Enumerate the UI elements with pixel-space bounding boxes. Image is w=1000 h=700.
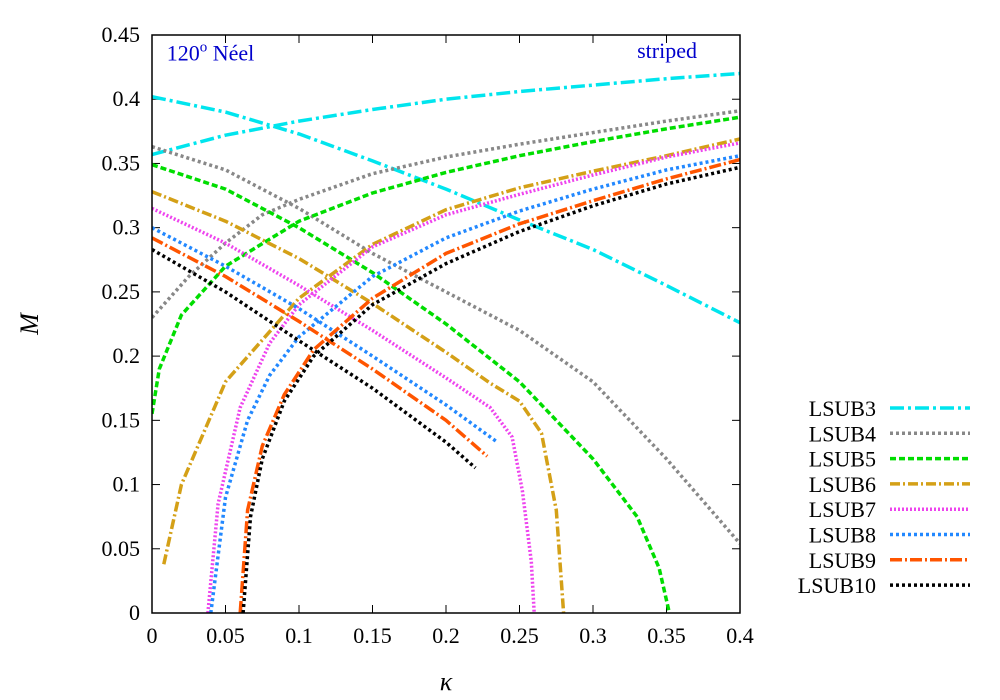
x-tick-label: 0.3 [579, 623, 607, 648]
legend-item-lsub6: LSUB6 [809, 472, 970, 497]
y-tick-label: 0.3 [113, 215, 141, 240]
series-line-lsub5-branch-1 [152, 163, 672, 613]
y-tick-label: 0 [129, 600, 140, 625]
legend-item-lsub7: LSUB7 [809, 497, 970, 522]
series-line-lsub9-branch-1 [152, 236, 489, 458]
y-tick-label: 0.45 [102, 22, 141, 47]
y-tick-label: 0.2 [113, 343, 141, 368]
series-line-lsub7-branch-1 [152, 206, 536, 613]
legend-item-lsub8: LSUB8 [809, 523, 970, 548]
series-line-lsub8-branch-2 [209, 153, 740, 613]
legend-item-lsub10: LSUB10 [798, 573, 970, 598]
series-line-lsub8-branch-1 [152, 226, 499, 444]
x-tick-label: 0.1 [285, 623, 313, 648]
series-lsub4 [152, 109, 740, 545]
x-tick-labels: 0 0.05 0.1 0.15 0.2 0.25 0.3 0.35 0.4 [147, 623, 754, 648]
plot-frame [151, 34, 741, 614]
series-lsub8 [152, 153, 740, 613]
x-tick-label: 0.2 [432, 623, 460, 648]
legend-label: LSUB3 [809, 396, 876, 421]
y-tick-label: 0.35 [102, 150, 141, 175]
series-line-lsub3-branch-2 [152, 71, 740, 157]
x-tick-label: 0.35 [647, 623, 686, 648]
y-tick-label: 0.1 [113, 472, 141, 497]
legend: LSUB3LSUB4LSUB5LSUB6LSUB7LSUB8LSUB9LSUB1… [798, 396, 970, 598]
y-tick-label: 0.05 [102, 536, 141, 561]
y-tick-label: 0.15 [102, 407, 141, 432]
series-line-lsub5-branch-2 [152, 115, 740, 415]
series-lsub7 [152, 141, 740, 613]
legend-label: LSUB7 [809, 497, 876, 522]
series-line-lsub10-branch-2 [241, 165, 740, 613]
legend-label: LSUB10 [798, 573, 876, 598]
legend-label: LSUB4 [809, 421, 876, 446]
legend-label: LSUB5 [809, 447, 876, 472]
series-line-lsub6-branch-1 [152, 190, 566, 613]
series-lsub3 [152, 71, 740, 325]
series-line-lsub10-branch-1 [152, 247, 477, 470]
y-tick-labels: 0 0.05 0.1 0.15 0.2 0.25 0.3 0.35 0.4 0.45 [102, 22, 141, 625]
legend-item-lsub5: LSUB5 [809, 447, 970, 472]
series-lsub9 [152, 157, 740, 613]
legend-label: LSUB6 [809, 472, 876, 497]
x-tick-label: 0.05 [206, 623, 245, 648]
x-axis-title: κ [440, 667, 453, 696]
series-line-lsub3-branch-1 [152, 94, 740, 325]
legend-label: LSUB9 [809, 548, 876, 573]
annotation-striped: striped [637, 38, 697, 63]
x-tick-label: 0.4 [726, 623, 754, 648]
series-group [152, 71, 740, 613]
y-axis-title: M [15, 312, 44, 336]
series-line-lsub9-branch-2 [238, 157, 740, 613]
legend-item-lsub9: LSUB9 [809, 548, 970, 573]
annotations: 120o Néel striped [167, 38, 697, 66]
legend-item-lsub3: LSUB3 [809, 396, 970, 421]
series-line-lsub4-branch-1 [152, 145, 740, 545]
series-line-lsub6-branch-2 [162, 137, 740, 565]
legend-label: LSUB8 [809, 523, 876, 548]
x-tick-label: 0.25 [500, 623, 539, 648]
series-line-lsub4-branch-2 [152, 109, 740, 319]
series-lsub6 [152, 137, 740, 613]
series-lsub5 [152, 115, 740, 613]
legend-item-lsub4: LSUB4 [809, 421, 970, 446]
annotation-neel: 120o Néel [167, 40, 255, 66]
series-line-lsub7-branch-2 [206, 141, 740, 613]
y-tick-label: 0.4 [113, 86, 141, 111]
y-tick-label: 0.25 [102, 279, 141, 304]
x-tick-label: 0.15 [353, 623, 392, 648]
series-lsub10 [152, 165, 740, 613]
x-tick-label: 0 [147, 623, 158, 648]
